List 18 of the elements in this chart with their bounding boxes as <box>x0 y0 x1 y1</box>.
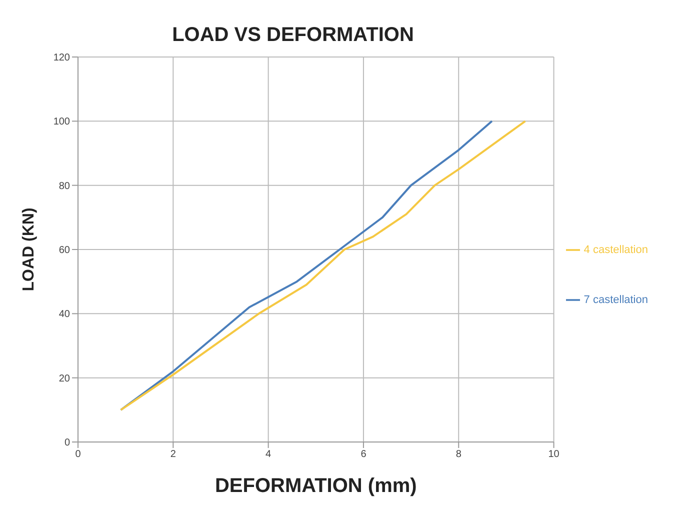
legend-label: 7 castellation <box>584 294 648 306</box>
y-axis-title: LOAD (KN) <box>20 208 38 292</box>
chart-title: LOAD VS DEFORMATION <box>171 24 415 47</box>
y-tick-label: 120 <box>53 52 70 64</box>
x-tick-label: 6 <box>360 449 367 460</box>
x-axis-title: DEFORMATION (mm) <box>214 475 417 497</box>
y-tick-label: 40 <box>58 309 70 320</box>
y-tick-label: 20 <box>58 373 70 384</box>
y-tick-label: 60 <box>58 245 70 256</box>
x-tick-label: 8 <box>456 449 462 460</box>
y-tick-label: 80 <box>58 180 70 192</box>
x-tick-label: 2 <box>170 449 176 460</box>
x-tick-label: 0 <box>75 449 82 460</box>
y-tick-label: 100 <box>53 116 70 128</box>
y-tick-label: 0 <box>64 438 70 449</box>
x-tick-label: 4 <box>266 449 272 460</box>
legend-label: 4 castellation <box>584 244 648 256</box>
x-tick-label: 10 <box>548 449 560 460</box>
